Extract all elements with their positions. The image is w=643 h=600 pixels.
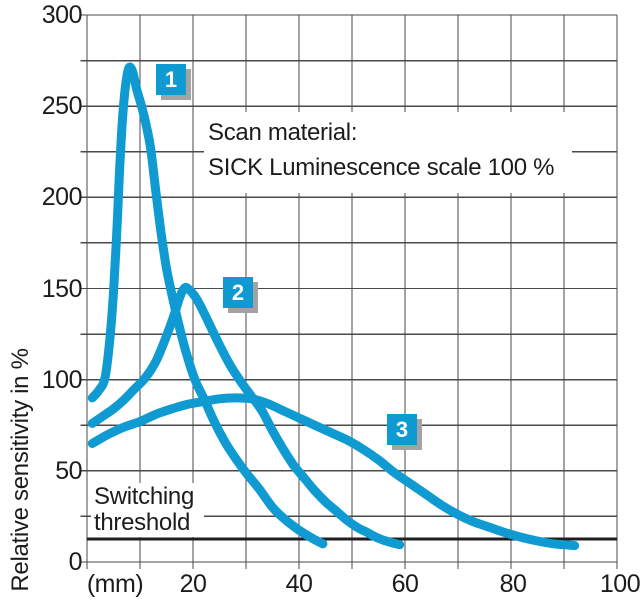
switching-threshold-line1: Switching <box>94 483 195 510</box>
y-tick-0: 0 <box>68 548 83 576</box>
y-axis-title: Relative sensitivity in % <box>7 348 34 592</box>
y-tick-150: 150 <box>41 275 83 303</box>
x-tick-40: 40 <box>285 570 313 598</box>
switching-threshold-line2: threshold <box>94 509 191 536</box>
scan-material-annotation: Scan material: SICK Luminescence scale 1… <box>204 112 573 193</box>
x-tick-80: 80 <box>499 570 527 598</box>
curve-2-label-badge: 2 <box>223 277 253 308</box>
scan-material-line2: SICK Luminescence scale 100 % <box>208 154 555 181</box>
x-tick-20: 20 <box>179 570 207 598</box>
x-tick-60: 60 <box>391 570 419 598</box>
y-tick-250: 250 <box>41 92 83 120</box>
y-tick-300: 300 <box>41 1 83 29</box>
y-tick-50: 50 <box>55 457 82 485</box>
sensitivity-curve-2 <box>87 282 405 550</box>
y-tick-200: 200 <box>41 183 83 211</box>
curve-1-label-badge: 1 <box>156 64 186 95</box>
sensitivity-curve-3 <box>87 393 580 551</box>
switching-threshold-label: Switching threshold <box>91 483 205 537</box>
sensitivity-curve-1 <box>87 62 328 549</box>
y-tick-100: 100 <box>41 366 83 394</box>
scan-material-line1: Scan material: <box>208 119 358 146</box>
x-unit-label: (mm) <box>86 570 144 598</box>
curve-3-label-badge: 3 <box>387 414 417 445</box>
x-tick-100: 100 <box>599 570 641 598</box>
